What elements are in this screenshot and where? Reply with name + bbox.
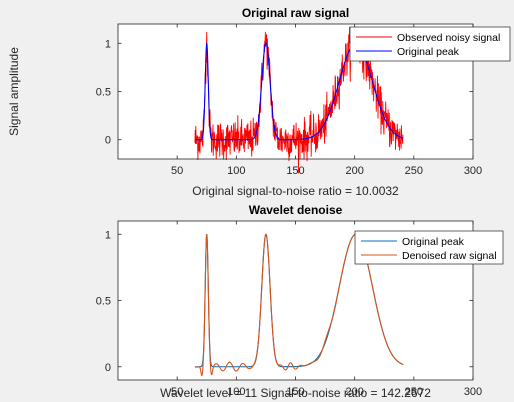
series-line-clean [194, 42, 404, 141]
bottom-legend-peak-label: Original peak [402, 236, 465, 248]
series-line-denoised [194, 233, 404, 377]
y-tick-label: 1 [105, 38, 111, 50]
top-plot-legend: Observed noisy signal Original peak [349, 26, 511, 62]
bottom-plot-title: Wavelet denoise [249, 203, 343, 217]
x-tick-label: 250 [405, 165, 423, 177]
top-plot-title: Original raw signal [242, 6, 349, 20]
top-legend-peak-label: Original peak [397, 46, 460, 58]
y-tick-label: 0.5 [96, 87, 111, 99]
y-tick-label: 1 [105, 229, 111, 241]
series-line-noisy [194, 26, 404, 174]
x-tick-label: 300 [464, 165, 482, 177]
y-tick-label: 0.5 [96, 296, 111, 308]
x-tick-label: 100 [227, 165, 245, 177]
bottom-plot-legend: Original peak Denoised raw signal [354, 230, 504, 265]
y-tick-label: 0 [105, 362, 111, 374]
bottom-legend-denoised-label: Denoised raw signal [402, 250, 497, 262]
x-tick-label: 50 [171, 165, 183, 177]
x-tick-label: 200 [345, 165, 363, 177]
top-legend-noisy-label: Observed noisy signal [397, 32, 500, 44]
y-tick-label: 0 [105, 135, 111, 147]
top-legend-box [349, 26, 511, 62]
x-tick-label: 150 [286, 165, 304, 177]
x-tick-label: 100 [227, 386, 245, 398]
x-tick-label: 50 [171, 386, 183, 398]
bottom-plot: 50 100 150 200 250 300 0 0.5 1 Wavelet denoise W… [96, 203, 504, 400]
x-tick-label: 300 [464, 386, 482, 398]
bottom-legend-box [354, 230, 504, 265]
top-plot-xlabel: Original signal-to-noise ratio = 10.0032 [192, 184, 399, 198]
bottom-plot-xlabel: Wavelet level = 11 Signal-to-noise ratio… [160, 386, 431, 400]
x-tick-label: 150 [286, 386, 304, 398]
top-plot-ylabel: Signal amplitude [7, 47, 21, 136]
x-tick-label: 250 [405, 386, 423, 398]
x-tick-label: 200 [345, 386, 363, 398]
top-plot: 50 100 150 200 250 300 0 0.5 1 Original raw sign… [7, 6, 511, 198]
